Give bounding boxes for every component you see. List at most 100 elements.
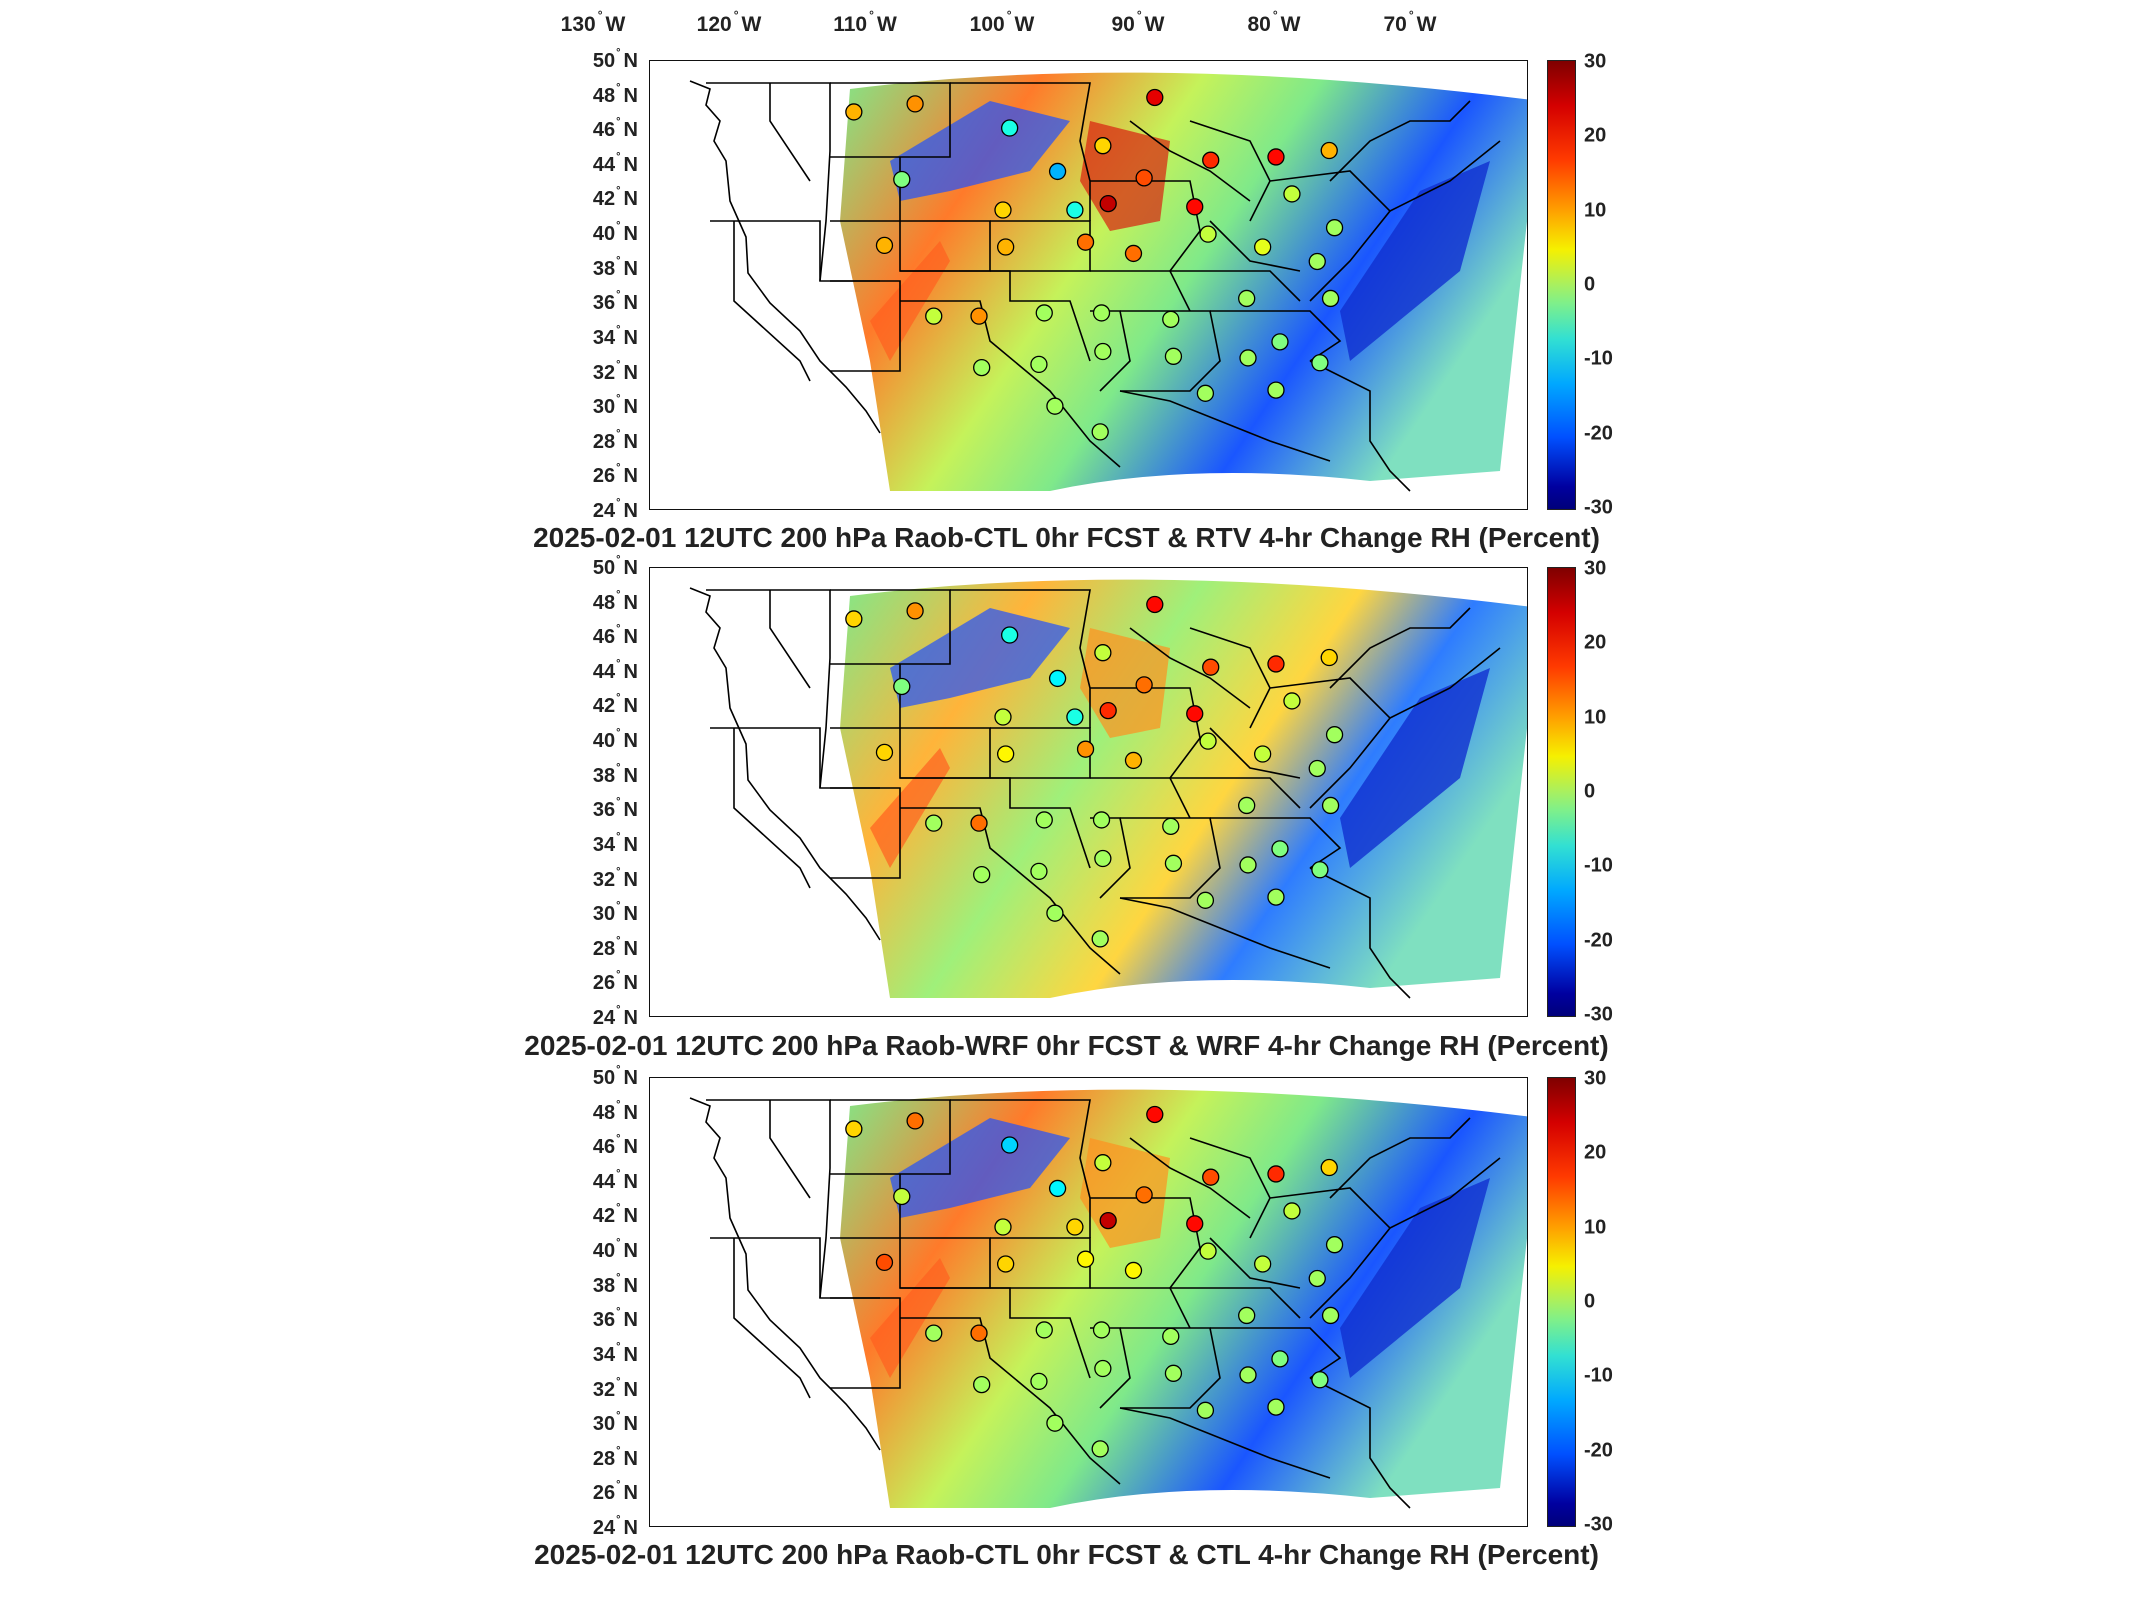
map-frame [649, 567, 1528, 1017]
raob-station-marker [1321, 1306, 1340, 1325]
raob-station-marker [1308, 1269, 1326, 1288]
lat-tick-label: 32° N [592, 865, 638, 891]
map-frame [649, 1077, 1528, 1527]
raob-station-marker [1321, 796, 1340, 815]
lat-tick-label: 24° N [592, 497, 638, 522]
raob-station-marker [1271, 840, 1289, 858]
state-boundary [830, 787, 901, 879]
raob-station-marker [925, 814, 943, 832]
state-boundary [1210, 817, 1342, 869]
raob-station-marker [1239, 856, 1257, 874]
raob-station-marker [1099, 194, 1117, 213]
lon-tick-label: 110 ° W [833, 8, 897, 36]
colorbar-tick-label: 20 [1584, 1141, 1607, 1164]
raob-station-marker [893, 170, 911, 189]
raob-station-marker [970, 1324, 988, 1342]
lat-tick-label: 30° N [592, 393, 638, 419]
state-boundary [1129, 120, 1251, 202]
colorbar-tick-label: 0 [1584, 1290, 1596, 1313]
raob-station-marker [1267, 1165, 1285, 1183]
lon-tick-label: 90 ° W [1111, 8, 1165, 36]
raob-station-marker [994, 1218, 1012, 1236]
raob-station-marker [1094, 1359, 1112, 1378]
lat-tick-label: 40° N [592, 1237, 638, 1263]
state-boundary [900, 807, 1121, 975]
raob-station-marker [1199, 225, 1217, 243]
colorbar-tick-label: 30 [1584, 557, 1607, 580]
raob-station-marker [1091, 423, 1109, 441]
raob-station-marker [1124, 1261, 1143, 1280]
raob-station-marker [1325, 726, 1344, 744]
negative-change-band [890, 1118, 1070, 1218]
state-boundary [689, 80, 881, 434]
raob-station-marker [1076, 740, 1095, 758]
state-boundary [1209, 727, 1301, 779]
state-boundary [689, 1097, 881, 1451]
raob-station-marker [970, 814, 988, 832]
raob-station-marker [875, 236, 894, 255]
raob-station-marker [1325, 1236, 1344, 1254]
raob-station-marker [1199, 1242, 1217, 1260]
raob-station-marker [1271, 333, 1289, 351]
state-boundary [830, 1297, 901, 1389]
raob-station-marker [893, 677, 911, 696]
raob-station-marker [1048, 1179, 1067, 1198]
raob-station-marker [1238, 796, 1256, 815]
raob-station-marker [1092, 304, 1111, 322]
state-boundary [1119, 390, 1331, 462]
lat-tick-label: 26° N [592, 969, 638, 995]
lat-tick-label: 36° N [592, 796, 638, 822]
raob-station-marker [1311, 861, 1329, 879]
lon-tick-label: 120 ° W [696, 8, 762, 36]
state-boundary [950, 1099, 1091, 1238]
state-boundary [950, 82, 1091, 221]
raob-station-marker [1000, 119, 1019, 137]
state-boundary [1329, 1117, 1471, 1199]
lat-tick-label: 40° N [592, 727, 638, 753]
lat-tick-label: 38° N [592, 254, 638, 280]
state-boundary [1209, 1237, 1301, 1289]
raob-station-marker [1099, 1211, 1117, 1230]
raob-station-marker [1199, 732, 1217, 750]
lat-tick-label: 32° N [592, 1375, 638, 1401]
map-svg [689, 1089, 1527, 1509]
lat-tick-label: 42° N [592, 185, 638, 211]
raob-station-marker [906, 95, 924, 113]
state-boundary [706, 1099, 831, 1299]
map-svg [689, 579, 1527, 999]
state-boundary [1389, 1157, 1501, 1229]
raob-station-marker [1000, 626, 1019, 644]
raob-station-marker [1202, 1168, 1220, 1186]
state-boundary [706, 589, 831, 789]
raob-station-marker [1094, 1154, 1112, 1172]
lat-tick-label: 40° N [592, 220, 638, 246]
raob-station-marker [1099, 701, 1117, 720]
raob-station-marker [845, 1120, 863, 1138]
state-boundary [1170, 777, 1301, 809]
raob-station-marker [1186, 198, 1204, 216]
state-boundary [1389, 140, 1501, 212]
state-boundary [1189, 627, 1271, 689]
state-boundary [1249, 170, 1392, 302]
raob-station-marker [1267, 655, 1285, 673]
colorbar-tick-label: -20 [1584, 1439, 1613, 1462]
raob-station-marker [845, 610, 863, 628]
raob-station-marker [1146, 1105, 1164, 1124]
lat-tick-label: 50° N [592, 554, 638, 579]
colorbar-tick-label: -10 [1584, 1364, 1613, 1387]
raob-station-marker [1030, 355, 1048, 374]
raob-station-marker [1124, 751, 1143, 770]
lat-tick-label: 28° N [592, 427, 638, 453]
raob-station-marker [973, 1375, 991, 1394]
raob-station-marker [906, 602, 924, 620]
lat-tick-label: 44° N [592, 150, 638, 176]
state-boundary [900, 1317, 1121, 1485]
state-boundary [900, 1287, 1091, 1379]
state-boundary [900, 300, 1121, 468]
raob-station-marker [1254, 238, 1272, 256]
raob-station-marker [1283, 1202, 1301, 1220]
raob-station-marker [1066, 201, 1084, 219]
lat-tick-label: 30° N [592, 900, 638, 926]
state-boundary [733, 728, 811, 889]
state-boundary [950, 589, 1091, 728]
